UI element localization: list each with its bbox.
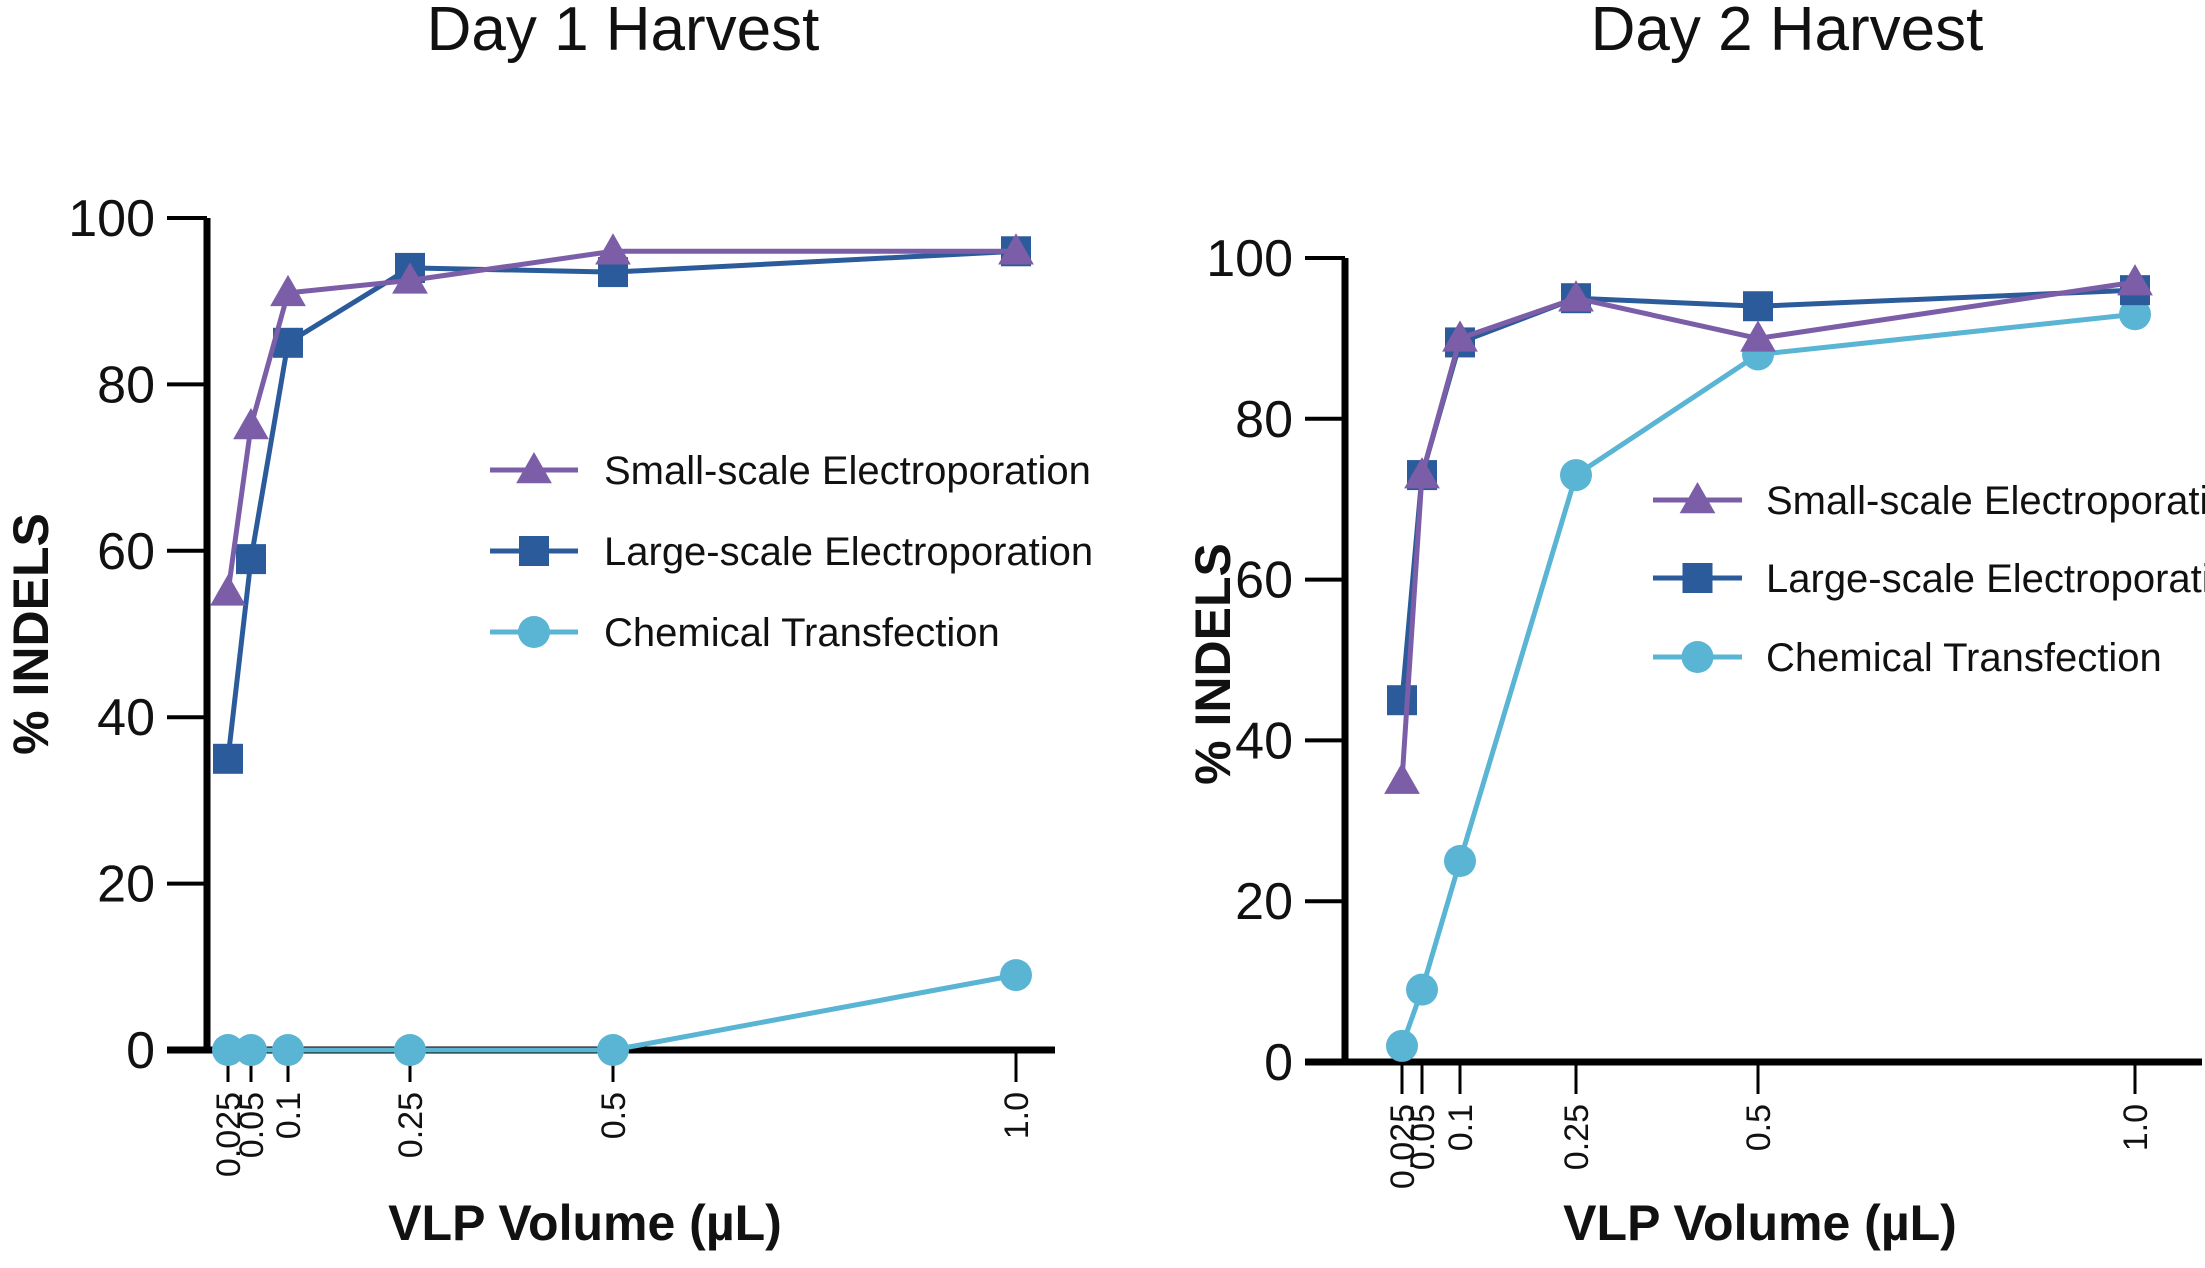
y-tick-label: 0 xyxy=(1264,1034,1293,1092)
x-tick-label: 0.1 xyxy=(1442,1104,1480,1151)
data-point xyxy=(212,1034,244,1066)
x-axis-label: VLP Volume (µL) xyxy=(388,1195,782,1251)
data-point xyxy=(272,1034,304,1066)
legend-label: Chemical Transfection xyxy=(1766,636,2162,680)
y-axis-label: % INDELS xyxy=(1185,543,1241,785)
x-tick-label: 0.5 xyxy=(595,1092,633,1139)
y-tick-label: 100 xyxy=(1206,230,1293,288)
data-point xyxy=(1444,845,1476,877)
series-line xyxy=(225,248,1016,593)
data-point xyxy=(2119,298,2151,331)
data-point xyxy=(998,233,1034,265)
data-point xyxy=(1406,973,1438,1006)
y-tick-label: 20 xyxy=(1235,873,1293,931)
legend-label: Small-scale Electroporation xyxy=(604,449,1091,493)
chart-title: Day 2 Harvest xyxy=(1591,0,1984,64)
data-point xyxy=(235,1034,267,1066)
x-tick-label: 0.05 xyxy=(233,1092,271,1158)
data-point xyxy=(597,1034,629,1066)
x-tick-label: 0.25 xyxy=(1558,1104,1596,1170)
data-point xyxy=(1000,959,1032,992)
legend-marker xyxy=(1681,641,1714,673)
x-tick-label: 0.025 xyxy=(210,1092,248,1177)
data-point xyxy=(2117,264,2153,296)
data-point xyxy=(392,262,428,294)
y-tick-label: 80 xyxy=(1235,391,1293,449)
data-point xyxy=(1743,291,1773,322)
y-tick-label: 40 xyxy=(97,689,155,747)
x-tick-label: 0.025 xyxy=(1384,1104,1422,1189)
x-tick-label: 1.0 xyxy=(998,1092,1036,1139)
y-axis-label: % INDELS xyxy=(3,513,59,755)
x-tick-label: 0.1 xyxy=(270,1092,308,1139)
data-point xyxy=(1386,1029,1418,1062)
chart-title: Day 1 Harvest xyxy=(427,0,820,64)
legend-marker xyxy=(516,451,552,484)
data-point xyxy=(1387,685,1417,716)
legend-label: Chemical Transfection xyxy=(604,611,1000,655)
data-point xyxy=(595,233,631,265)
legend-label: Large-scale Electroporation xyxy=(1766,557,2205,601)
legend-marker xyxy=(1682,563,1713,593)
y-tick-label: 20 xyxy=(97,856,155,914)
data-point xyxy=(1558,280,1594,312)
series-line xyxy=(1399,311,2136,1047)
series-line xyxy=(1399,279,2136,781)
data-point xyxy=(270,274,306,307)
data-point xyxy=(233,407,269,440)
data-point xyxy=(1442,320,1478,352)
data-point xyxy=(394,1034,426,1066)
x-tick-label: 1.0 xyxy=(2117,1104,2155,1151)
y-tick-label: 100 xyxy=(68,190,155,248)
data-point xyxy=(1384,762,1420,794)
y-tick-label: 40 xyxy=(1235,712,1293,770)
legend-marker xyxy=(1679,481,1716,514)
legend-marker xyxy=(519,536,549,566)
data-point xyxy=(1740,320,1776,352)
y-tick-label: 60 xyxy=(1235,552,1293,610)
data-point xyxy=(213,743,243,774)
data-point xyxy=(1404,457,1440,489)
data-point xyxy=(1560,459,1592,492)
data-point xyxy=(236,544,266,575)
x-tick-label: 0.5 xyxy=(1740,1104,1778,1151)
y-tick-label: 80 xyxy=(97,356,155,414)
y-tick-label: 0 xyxy=(126,1022,155,1080)
legend-label: Small-scale Electroporation xyxy=(1766,479,2205,523)
x-tick-label: 0.05 xyxy=(1404,1104,1442,1170)
y-tick-label: 60 xyxy=(97,523,155,581)
x-axis-label: VLP Volume (µL) xyxy=(1563,1195,1957,1251)
legend-label: Large-scale Electroporation xyxy=(604,530,1093,574)
legend-marker xyxy=(518,616,550,648)
data-point xyxy=(210,574,246,606)
x-tick-label: 0.25 xyxy=(392,1092,430,1158)
series-line xyxy=(225,248,1017,760)
